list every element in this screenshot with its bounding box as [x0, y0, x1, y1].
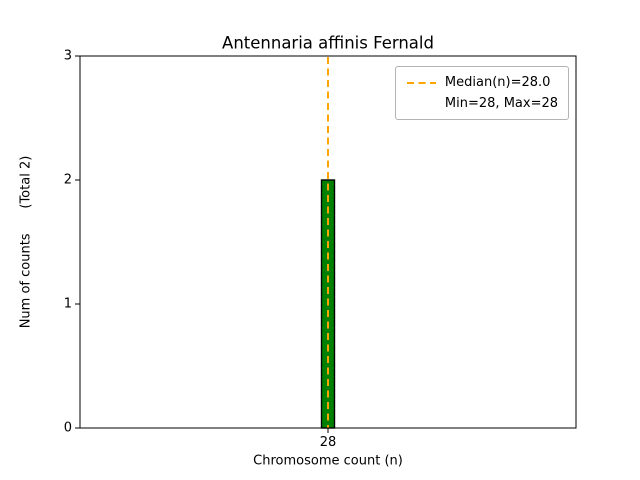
legend-entry-minmax: Min=28, Max=28: [406, 93, 558, 114]
x-axis-label: Chromosome count (n): [253, 453, 403, 469]
legend-entry-median: Median(n)=28.0: [406, 72, 558, 93]
legend-median-label: Median(n)=28.0: [444, 75, 551, 90]
x-tick-label: 28: [319, 435, 337, 450]
y-tick-label: 3: [63, 48, 72, 64]
legend: Median(n)=28.0 Min=28, Max=28: [394, 66, 569, 120]
y-tick-label: 2: [63, 172, 72, 188]
y-axis-label: Num of counts (Total 2): [18, 155, 34, 329]
legend-minmax-label: Min=28, Max=28: [444, 96, 558, 111]
y-tick-label: 0: [63, 420, 72, 436]
median-dashed-line-icon: [406, 81, 436, 84]
y-tick-label: 1: [63, 296, 72, 312]
chart-title: Antennaria affinis Fernald: [222, 33, 434, 53]
